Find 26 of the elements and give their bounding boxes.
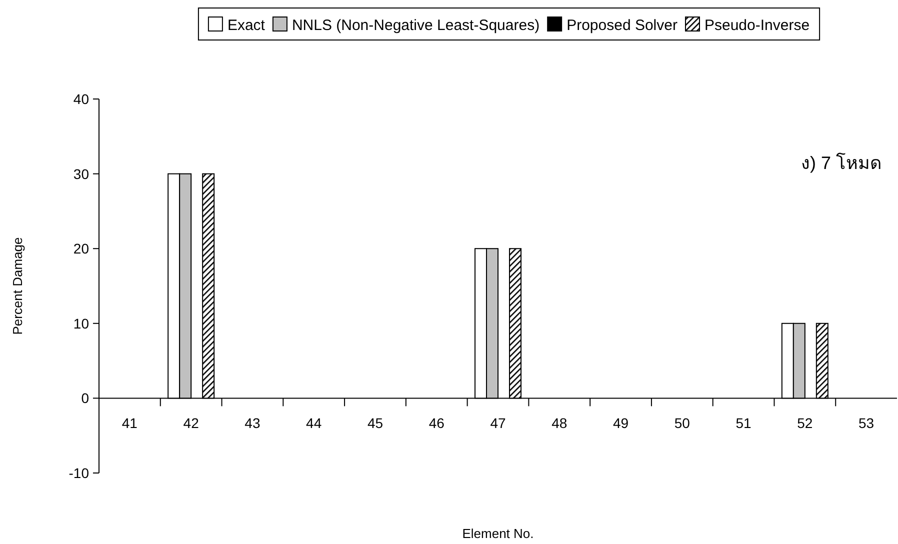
x-tick-label: 41 bbox=[122, 415, 138, 432]
legend-label: NNLS (Non-Negative Least-Squares) bbox=[292, 17, 540, 34]
x-tick-label: 49 bbox=[612, 415, 629, 432]
x-tick-label: 51 bbox=[736, 415, 752, 432]
x-tick-label: 52 bbox=[797, 415, 813, 432]
x-tick-label: 46 bbox=[428, 415, 445, 432]
legend-label: Pseudo-Inverse bbox=[704, 17, 810, 34]
x-axis-title: Element No. bbox=[462, 526, 534, 541]
ytick2: 10 bbox=[73, 315, 89, 332]
x-tick-label: 42 bbox=[183, 415, 200, 432]
x-tick-label: 47 bbox=[490, 415, 506, 432]
legend-label: Proposed Solver bbox=[566, 17, 678, 34]
x-tick-label: 43 bbox=[244, 415, 260, 432]
x-tick-label: 44 bbox=[306, 415, 322, 432]
y-axis-title: Percent Damage bbox=[10, 237, 25, 335]
legend-label: Exact bbox=[227, 17, 266, 34]
x-tick-label: 53 bbox=[858, 415, 874, 432]
x-tick-label: 45 bbox=[367, 415, 384, 432]
ytick4: 30 bbox=[73, 166, 89, 182]
ytick1: 0 bbox=[81, 390, 89, 406]
x-tick-label: 48 bbox=[552, 415, 568, 432]
x-tick-label: 50 bbox=[674, 415, 690, 432]
ytick3: 20 bbox=[73, 240, 89, 257]
ytick0: -10 bbox=[68, 465, 89, 481]
annotation: ง) 7 โหมด bbox=[800, 152, 882, 173]
ytick5: 40 bbox=[73, 91, 89, 107]
